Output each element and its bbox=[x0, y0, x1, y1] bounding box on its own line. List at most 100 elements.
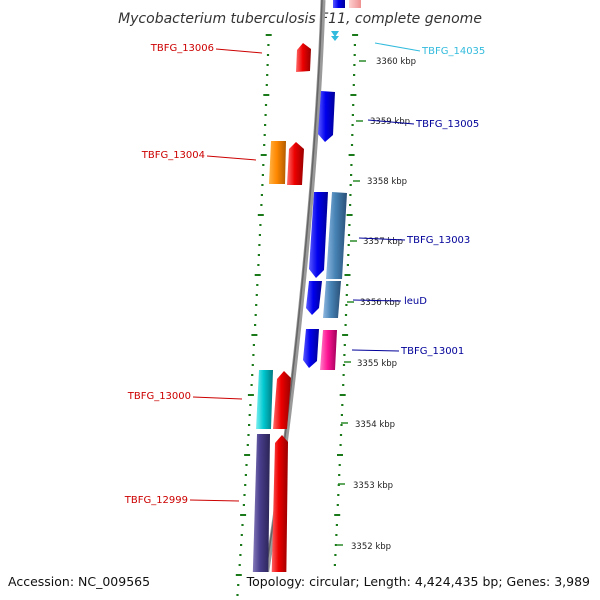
ring-dot bbox=[236, 594, 239, 596]
dotted-ring-guides bbox=[235, 34, 359, 596]
tick-label-3357: 3357 kbp bbox=[363, 237, 403, 247]
ring-dot bbox=[353, 64, 356, 66]
ring-dot bbox=[264, 104, 268, 106]
svg-text:TBFG_14035[interactable]: TBFG_14035 bbox=[421, 46, 485, 57]
tick-label-3356: 3356 kbp bbox=[360, 298, 400, 308]
gene-glyph-tbfg-12999[interactable] bbox=[252, 434, 270, 600]
svg-text:TBFG_12999[interactable]: TBFG_12999 bbox=[124, 495, 188, 506]
svg-text:TBFG_13000[interactable]: TBFG_13000 bbox=[127, 391, 191, 402]
ring-dot bbox=[241, 524, 244, 526]
ring-dot bbox=[339, 444, 342, 446]
gene-glyph-tbfg-14035[interactable] bbox=[331, 31, 339, 41]
gene-label-tbfg-13000[interactable]: TBFG_13000 bbox=[127, 391, 243, 402]
ring-dot bbox=[246, 444, 249, 446]
ring-dot bbox=[341, 404, 344, 406]
ring-dot bbox=[337, 494, 340, 496]
ring-dot bbox=[343, 354, 346, 356]
gene-glyph-tbfg-13006[interactable] bbox=[296, 43, 311, 72]
gene-glyph-top-partial-2[interactable] bbox=[349, 0, 361, 8]
svg-text:leuD[interactable]: leuD bbox=[404, 296, 427, 307]
gene-label-tbfg-12999[interactable]: TBFG_12999 bbox=[124, 495, 240, 506]
gene-glyph-tbfg-13004-b[interactable] bbox=[287, 142, 304, 185]
ring-dot bbox=[335, 534, 338, 536]
ring-dot bbox=[235, 574, 242, 576]
ring-dot bbox=[256, 284, 259, 286]
ring-dot bbox=[266, 54, 270, 56]
ring-dot bbox=[244, 484, 247, 486]
svg-text:TBFG_13004[interactable]: TBFG_13004 bbox=[141, 150, 205, 161]
gene-label-tbfg-13004[interactable]: TBFG_13004 bbox=[141, 150, 257, 161]
gene-glyph-tbfg-13000[interactable] bbox=[256, 370, 273, 429]
ring-dot bbox=[347, 244, 350, 246]
ring-dot bbox=[353, 44, 356, 46]
ring-dot bbox=[348, 224, 351, 226]
ring-dot bbox=[248, 424, 251, 426]
gene-glyph-tbfg-13004-a[interactable] bbox=[269, 141, 286, 184]
topology-text: Topology: circular; Length: 4,424,435 bp… bbox=[246, 574, 590, 589]
ring-dot bbox=[247, 434, 250, 436]
ring-dot bbox=[352, 84, 355, 86]
tick-3356: 3356 kbp bbox=[347, 298, 400, 308]
ring-dot bbox=[353, 74, 356, 76]
ring-dot bbox=[242, 504, 245, 506]
ring-dot bbox=[261, 174, 264, 176]
gene-glyph-tbfg-13003[interactable] bbox=[309, 192, 328, 278]
gene-glyph-leud[interactable] bbox=[306, 281, 322, 315]
svg-text:TBFG_13006[interactable]: TBFG_13006 bbox=[150, 43, 214, 54]
ring-dot bbox=[349, 194, 352, 196]
ring-dot bbox=[335, 524, 338, 526]
ring-dot bbox=[334, 554, 337, 556]
ring-dot bbox=[350, 174, 353, 176]
gene-label-tbfg-13003[interactable]: TBFG_13003 bbox=[358, 235, 470, 246]
ring-dot bbox=[345, 304, 348, 306]
ring-dot bbox=[247, 394, 254, 396]
ring-dot bbox=[254, 324, 257, 326]
ring-dot bbox=[346, 214, 353, 216]
gene-glyph-tbfg-12999-b[interactable] bbox=[271, 435, 288, 600]
ring-dot bbox=[344, 274, 351, 276]
gene-glyph-leud-b[interactable] bbox=[323, 281, 341, 318]
gene-glyph-tbfg-13000-b[interactable] bbox=[273, 371, 291, 429]
ring-dot bbox=[350, 144, 354, 146]
ring-dot bbox=[240, 534, 243, 536]
gene-label-leud[interactable]: leuD bbox=[352, 296, 427, 307]
ring-dot bbox=[263, 144, 266, 146]
ring-dot bbox=[266, 74, 269, 76]
tick-3360: 3360 kbp bbox=[359, 57, 416, 67]
tick-3357: 3357 kbp bbox=[350, 237, 403, 247]
gene-label-tbfg-14035[interactable]: TBFG_14035 bbox=[374, 42, 485, 57]
ring-dot bbox=[267, 44, 270, 46]
ring-dot bbox=[338, 464, 341, 466]
ring-dot bbox=[265, 84, 268, 86]
gene-glyph-tbfg-13001-b[interactable] bbox=[320, 330, 337, 370]
ring-dot bbox=[254, 314, 257, 316]
tick-label-3358: 3358 kbp bbox=[367, 177, 407, 187]
gene-label-tbfg-13006[interactable]: TBFG_13006 bbox=[150, 43, 263, 54]
gene-label-tbfg-13001[interactable]: TBFG_13001 bbox=[351, 346, 464, 357]
ring-dot bbox=[264, 124, 267, 126]
gene-glyph-tbfg-13003-b[interactable] bbox=[326, 192, 347, 279]
svg-text:TBFG_13005[interactable]: TBFG_13005 bbox=[415, 119, 479, 130]
ring-dot bbox=[350, 164, 353, 166]
gene-glyph-tbfg-13001[interactable] bbox=[303, 329, 319, 368]
ring-dot bbox=[251, 364, 254, 366]
ring-dot bbox=[244, 454, 251, 456]
gene-glyph-tbfg-13005[interactable] bbox=[318, 91, 335, 142]
ring-dot bbox=[239, 554, 242, 556]
ring-dot bbox=[337, 454, 343, 456]
ring-dot bbox=[263, 94, 270, 96]
svg-text:TBFG_13001[interactable]: TBFG_13001 bbox=[400, 346, 464, 357]
ring-dot bbox=[346, 264, 349, 266]
ring-dot bbox=[250, 384, 253, 386]
gene-label-tbfg-13005[interactable]: TBFG_13005 bbox=[367, 119, 479, 130]
ring-dot bbox=[342, 334, 349, 336]
ring-dot bbox=[339, 434, 343, 436]
gene-glyph-top-partial[interactable] bbox=[333, 0, 345, 8]
ring-dot bbox=[240, 544, 243, 546]
ring-dot bbox=[252, 354, 255, 356]
svg-text:TBFG_13003[interactable]: TBFG_13003 bbox=[406, 235, 470, 246]
ring-dot bbox=[243, 494, 246, 496]
ring-dot bbox=[237, 584, 240, 586]
accession-text: Accession: NC_009565 bbox=[8, 574, 150, 589]
